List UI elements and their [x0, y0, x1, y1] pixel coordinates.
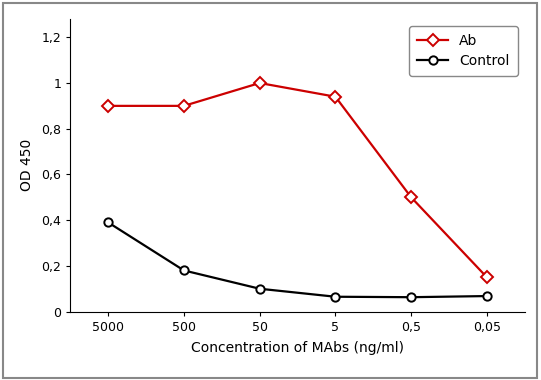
Control — [256, 287, 263, 291]
Control — [484, 294, 490, 298]
Control — [181, 268, 187, 273]
Control — [105, 220, 111, 225]
Y-axis label: OD 450: OD 450 — [21, 139, 35, 192]
Ab — [484, 275, 490, 280]
Line: Ab: Ab — [104, 79, 491, 282]
Ab — [181, 104, 187, 108]
Ab — [332, 95, 339, 99]
Ab — [105, 104, 111, 108]
Control — [408, 295, 414, 299]
Legend: Ab, Control: Ab, Control — [409, 26, 518, 76]
Line: Control: Control — [104, 218, 491, 301]
Control — [332, 294, 339, 299]
X-axis label: Concentration of MAbs (ng/ml): Concentration of MAbs (ng/ml) — [191, 340, 404, 355]
Ab — [408, 195, 414, 200]
Ab — [256, 81, 263, 85]
